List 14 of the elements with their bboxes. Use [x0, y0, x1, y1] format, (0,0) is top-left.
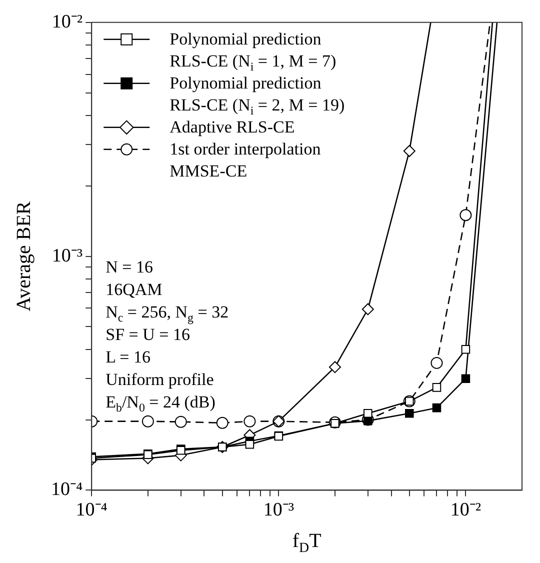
x-tick-label: 10⁻² [450, 500, 482, 521]
annotation: Uniform profile [106, 370, 214, 389]
y-tick-label: 10⁻³ [52, 245, 83, 266]
annotation: N = 16 [106, 257, 153, 276]
y-axis-title: Average BER [13, 200, 35, 312]
legend-label: 1st order interpolation MMSE-CE [170, 139, 322, 180]
annotation: 16QAM [106, 280, 162, 299]
y-tick-label: 10⁻⁴ [51, 479, 83, 500]
y-tick-label: 10⁻² [52, 11, 83, 32]
legend-label: Adaptive RLS-CE [170, 117, 295, 136]
annotation: SF = U = 16 [106, 324, 190, 344]
x-tick-label: 10⁻⁴ [76, 500, 108, 521]
x-tick-label: 10⁻³ [263, 500, 294, 521]
annotation: L = 16 [106, 347, 150, 366]
